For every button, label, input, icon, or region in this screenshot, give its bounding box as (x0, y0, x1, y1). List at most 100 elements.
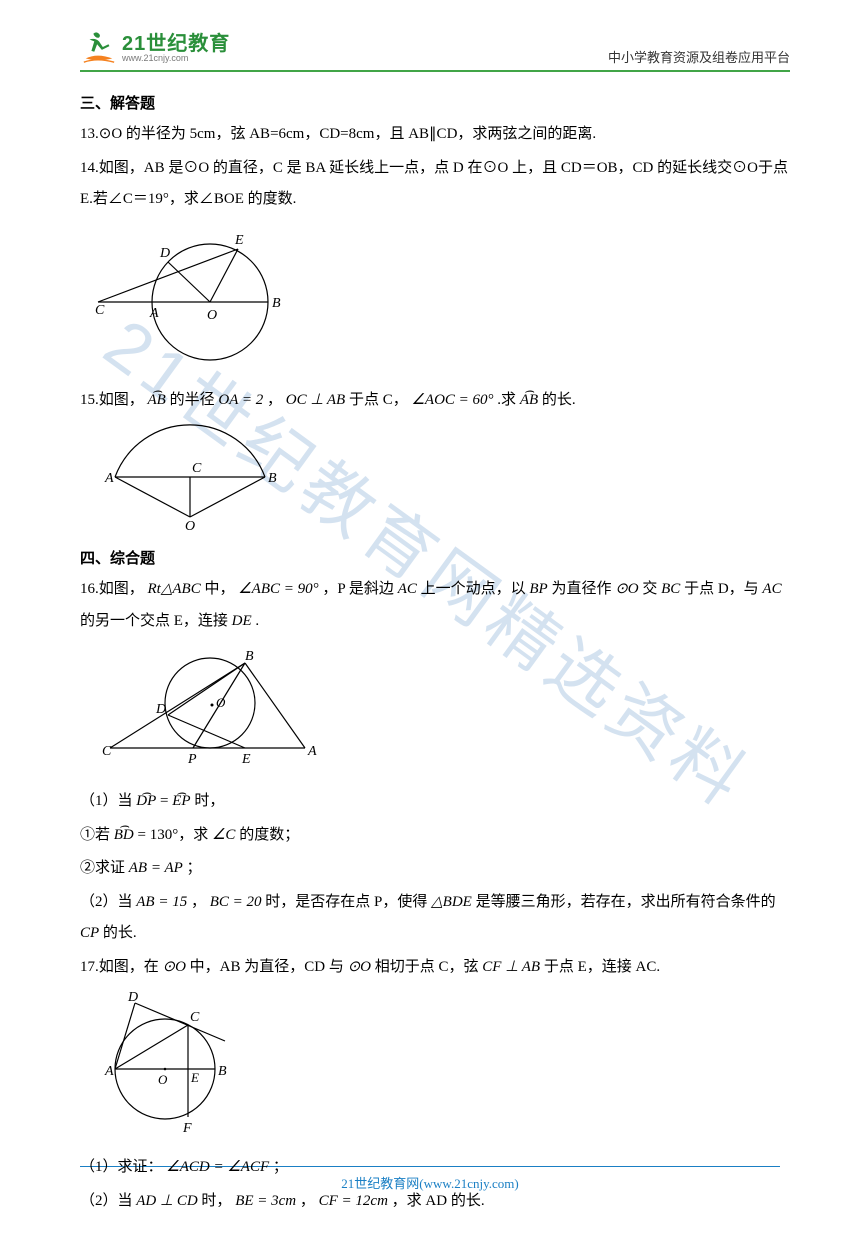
svg-text:C: C (102, 744, 112, 759)
p16-h: 的另一个交点 E，连接 (80, 613, 232, 629)
p17-e: 相切于点 C，弦 (375, 959, 483, 975)
p16-c: ，P 是斜边 (322, 581, 397, 597)
logo-text: 21世纪教育 www.21cnjy.com (122, 34, 230, 63)
problem-16-1-1: ①若 BD = 130°，求 ∠C 的度数； (80, 820, 790, 852)
section-3-title: 三、解答题 (80, 92, 790, 113)
figure-15: A B C O (80, 422, 790, 537)
p16-1-2c: ； (187, 860, 202, 876)
p17-2f: CF = 12cm (319, 1193, 388, 1209)
p16-2a: （2）当 (80, 894, 136, 910)
p16-m6: BC (661, 581, 680, 597)
p16-2g: 是等腰三角形，若存在，求出所有符合条件的 (476, 894, 776, 910)
figure-16: C A B D P E O (80, 643, 790, 778)
p16-2i: 的长. (103, 925, 137, 941)
p16-m7: AC (762, 581, 781, 597)
p16-m4: BP (529, 581, 547, 597)
logo: 21世纪教育 www.21cnjy.com (80, 30, 230, 66)
problem-17-2: （2）当 AD ⊥ CD 时， BE = 3cm ， CF = 12cm ，求 … (80, 1186, 790, 1218)
problem-14: 14.如图，AB 是⊙O 的直径，C 是 BA 延长线上一点，点 D 在⊙O 上… (80, 153, 790, 216)
p16-m5: ⊙O (615, 581, 638, 597)
p16-1-1b: = 130°，求 (138, 827, 212, 843)
p16-m1: Rt△ABC (148, 581, 201, 597)
svg-text:C: C (190, 1010, 200, 1025)
svg-text:A: A (307, 744, 317, 759)
p16-1-1d: 的度数； (239, 827, 299, 843)
problem-17: 17.如图，在 ⊙O 中，AB 为直径，CD 与 ⊙O 相切于点 C，弦 CF … (80, 952, 790, 984)
p17-2b: AD ⊥ CD (136, 1193, 197, 1209)
svg-text:B: B (218, 1064, 227, 1079)
p17-1c: ； (273, 1159, 288, 1175)
header-right-text: 中小学教育资源及组卷应用平台 (608, 47, 790, 66)
p16-1-1a: ①若 (80, 827, 114, 843)
logo-icon (80, 30, 118, 66)
p15-text-c: ， (267, 392, 286, 408)
page: 21世纪教育 www.21cnjy.com 中小学教育资源及组卷应用平台 三、解… (0, 0, 860, 1249)
section-4-title: 四、综合题 (80, 547, 790, 568)
p17-c: 中，AB 为直径，CD 与 (190, 959, 348, 975)
problem-17-1: （1）求证： ∠ACD = ∠ACF ； (80, 1152, 790, 1184)
svg-text:D: D (155, 702, 166, 717)
svg-text:A: A (104, 1064, 114, 1079)
p16-2b: AB = 15 (136, 894, 187, 910)
svg-text:O: O (185, 519, 195, 532)
p16-1-2a: ②求证 (80, 860, 129, 876)
figure-17: A B C D O E F (80, 989, 790, 1144)
p16-2c: ， (191, 894, 210, 910)
p16-1-arc1: DP (136, 786, 156, 818)
p15-text-f: 的长. (542, 392, 576, 408)
p16-1-1c: ∠C (212, 827, 235, 843)
problem-13: 13.⊙O 的半径为 5cm，弦 AB=6cm，CD=8cm，且 AB∥CD，求… (80, 119, 790, 151)
svg-text:C: C (192, 461, 202, 476)
p17-2d: BE = 3cm (235, 1193, 296, 1209)
p16-2e: 时，是否存在点 P，使得 (265, 894, 431, 910)
problem-16-2: （2）当 AB = 15 ， BC = 20 时，是否存在点 P，使得 △BDE… (80, 887, 790, 950)
svg-text:B: B (245, 649, 254, 664)
p15-text-e: .求 (497, 392, 520, 408)
svg-text:E: E (234, 233, 244, 248)
p16-d: 上一个动点，以 (421, 581, 530, 597)
p15-text-b: 的半径 (170, 392, 219, 408)
svg-text:B: B (272, 296, 281, 311)
p16-m3: AC (398, 581, 417, 597)
problem-16-1-2: ②求证 AB = AP ； (80, 853, 790, 885)
svg-text:A: A (149, 306, 159, 321)
p17-1b: ∠ACD = ∠ACF (166, 1159, 269, 1175)
p17-d: ⊙O (348, 959, 371, 975)
p16-a: 16.如图， (80, 581, 148, 597)
p16-1-1-arc: BD (114, 820, 134, 852)
logo-url: www.21cnjy.com (122, 54, 230, 63)
p15-text-a: 15.如图， (80, 392, 144, 408)
svg-text:O: O (207, 308, 217, 323)
p15-m3: ∠AOC = 60° (411, 392, 493, 408)
p16-m2: ∠ABC = 90° (238, 581, 318, 597)
p17-2g: ，求 AD 的长. (392, 1193, 485, 1209)
p17-b: ⊙O (163, 959, 186, 975)
p16-1c: 时， (194, 793, 224, 809)
p15-m1: OA = 2 (218, 392, 263, 408)
p16-g: 于点 D，与 (684, 581, 762, 597)
svg-text:C: C (95, 303, 105, 318)
p16-2h: CP (80, 925, 99, 941)
p16-f: 交 (642, 581, 661, 597)
svg-text:D: D (127, 990, 138, 1005)
problem-15: 15.如图， AB 的半径 OA = 2 ， OC ⊥ AB 于点 C， ∠AO… (80, 385, 790, 417)
p16-1b: = (160, 793, 172, 809)
p17-a: 17.如图，在 (80, 959, 163, 975)
svg-text:A: A (104, 471, 114, 486)
problem-16: 16.如图， Rt△ABC 中， ∠ABC = 90° ，P 是斜边 AC 上一… (80, 574, 790, 637)
figure-14: C A O B D E (80, 222, 790, 377)
p17-1a: （1）求证： (80, 1159, 166, 1175)
p17-g: 于点 E，连接 AC. (544, 959, 660, 975)
p15-text-d: 于点 C， (349, 392, 412, 408)
p17-2e: ， (300, 1193, 319, 1209)
p17-2a: （2）当 (80, 1193, 136, 1209)
svg-text:E: E (241, 752, 251, 767)
page-header: 21世纪教育 www.21cnjy.com 中小学教育资源及组卷应用平台 (80, 30, 790, 72)
svg-text:E: E (190, 1070, 199, 1085)
p17-f: CF ⊥ AB (482, 959, 540, 975)
svg-text:O: O (158, 1072, 168, 1087)
p17-2c: 时， (201, 1193, 235, 1209)
svg-text:F: F (182, 1121, 192, 1136)
p16-b: 中， (204, 581, 238, 597)
svg-text:O: O (216, 695, 226, 710)
